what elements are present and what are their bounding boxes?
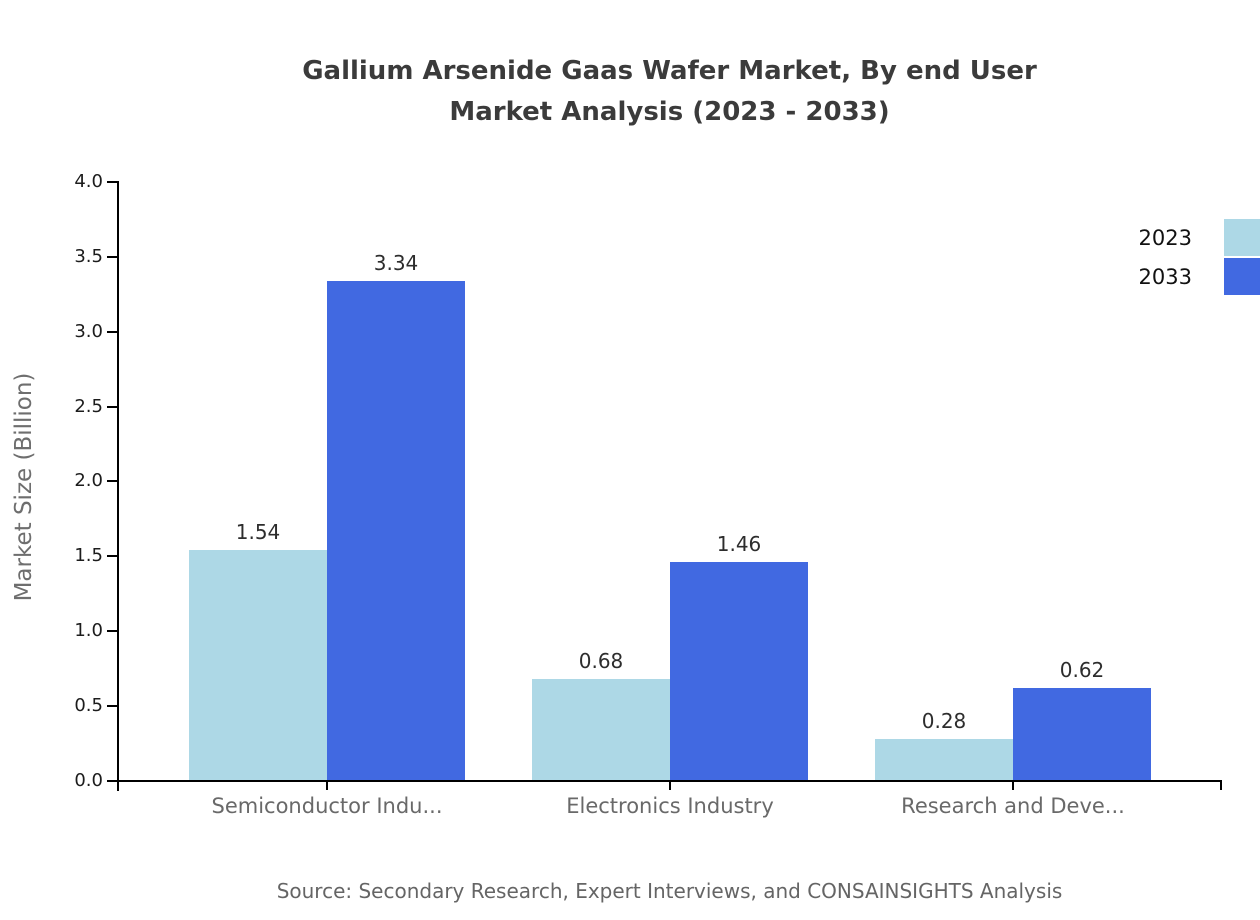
bar-2023-cat3 xyxy=(875,739,1013,781)
y-axis-spine xyxy=(117,181,119,791)
x-axis-end-tick xyxy=(1220,781,1222,790)
y-tick xyxy=(107,480,117,482)
x-tick-cat1 xyxy=(326,781,328,790)
y-tick xyxy=(107,406,117,408)
bar-value-2033-cat3: 0.62 xyxy=(1059,658,1105,682)
bar-value-2033-cat2: 1.46 xyxy=(716,532,762,556)
y-tick-label: 0.5 xyxy=(74,695,103,716)
y-tick-label: 1.5 xyxy=(74,545,103,566)
bar-2023-cat2 xyxy=(532,679,670,781)
y-tick xyxy=(107,555,117,557)
legend-label-2033: 2033 xyxy=(1138,264,1192,289)
x-category-label: Electronics Industry xyxy=(566,794,774,818)
y-tick xyxy=(107,181,117,183)
y-tick-label: 3.5 xyxy=(74,246,103,267)
bar-2023-cat1 xyxy=(189,550,327,781)
y-tick xyxy=(107,705,117,707)
legend-item-2033: 2033 xyxy=(1139,258,1260,295)
legend-item-2023: 2023 xyxy=(1139,219,1260,256)
bar-2033-cat3 xyxy=(1013,688,1151,781)
bar-2033-cat1 xyxy=(327,281,465,781)
legend-swatch-2023 xyxy=(1224,219,1260,256)
bar-value-2033-cat1: 3.34 xyxy=(373,251,419,275)
y-tick-label: 1.0 xyxy=(74,620,103,641)
y-tick-label: 3.0 xyxy=(74,321,103,342)
legend-label-2023: 2023 xyxy=(1138,225,1192,250)
bar-2033-cat2 xyxy=(670,562,808,781)
bar-value-2023-cat3: 0.28 xyxy=(921,709,967,733)
x-tick-cat2 xyxy=(669,781,671,790)
y-tick-label: 2.5 xyxy=(74,396,103,417)
x-category-label: Semiconductor Indu... xyxy=(211,794,443,818)
y-tick xyxy=(107,256,117,258)
y-tick-label: 0.0 xyxy=(74,770,103,791)
y-tick xyxy=(107,630,117,632)
chart-title: Gallium Arsenide Gaas Wafer Market, By e… xyxy=(302,56,1037,127)
legend: 2023 2033 xyxy=(1139,219,1260,297)
source-text: Source: Secondary Research, Expert Inter… xyxy=(276,879,1063,903)
x-tick-cat3 xyxy=(1012,781,1014,790)
x-axis-spine xyxy=(117,780,1222,782)
bar-value-2023-cat1: 1.54 xyxy=(235,520,281,544)
x-category-label: Research and Deve... xyxy=(901,794,1125,818)
y-tick xyxy=(107,780,117,782)
legend-swatch-2033 xyxy=(1224,258,1260,295)
y-tick xyxy=(107,331,117,333)
y-tick-label: 4.0 xyxy=(74,171,103,192)
y-tick-label: 2.0 xyxy=(74,470,103,491)
bar-value-2023-cat2: 0.68 xyxy=(578,649,624,673)
